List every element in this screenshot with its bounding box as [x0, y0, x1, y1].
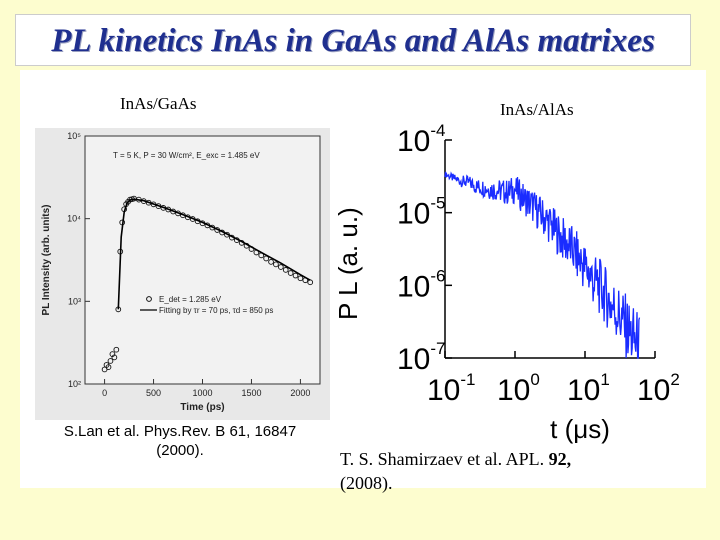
- left-legend-marker-data: [146, 296, 152, 302]
- left-y-tick-label: 10³: [68, 296, 81, 306]
- right-decay-line: [444, 171, 641, 359]
- left-data-point: [292, 272, 299, 279]
- slide-title: PL kinetics InAs in GaAs and AlAs matrix…: [15, 14, 691, 66]
- left-data-point: [111, 354, 118, 361]
- right-x-tick-label: 10-1: [427, 370, 476, 407]
- left-data-point: [263, 255, 269, 262]
- left-citation-line1: S.Lan et al. Phys.Rev. B 61, 16847: [63, 423, 297, 440]
- left-x-tick-label: 2000: [290, 388, 310, 398]
- left-data-point: [113, 346, 120, 353]
- left-data-point: [282, 267, 289, 273]
- left-fit-line: [117, 198, 311, 310]
- left-legend-data-label: E_det = 1.285 eV: [159, 295, 222, 304]
- right-citation-main: T. S. Shamirzaev et al. APL.: [340, 449, 545, 469]
- left-citation: S.Lan et al. Phys.Rev. B 61, 16847 (2000…: [30, 422, 330, 460]
- left-y-axis-label: PL Intensity (arb. units): [41, 205, 52, 316]
- left-panel-label: InAs/GaAs: [120, 94, 197, 113]
- right-citation-year: (2008).: [340, 473, 393, 493]
- left-x-tick-label: 1000: [192, 388, 212, 398]
- right-y-tick-label: 10-7: [397, 339, 446, 376]
- left-x-tick-label: 1500: [241, 388, 261, 398]
- right-y-axis-label: P L (a. u.): [335, 207, 363, 320]
- left-conditions-text: T = 5 K, P = 30 W/cm², E_exc = 1.485 eV: [113, 151, 260, 160]
- right-x-tick-label: 101: [567, 370, 610, 407]
- left-y-tick-label: 10²: [68, 379, 81, 389]
- left-data-point: [268, 259, 274, 265]
- left-data-point: [273, 261, 279, 268]
- right-y-tick-label: 10-6: [397, 266, 446, 303]
- left-data-point: [105, 364, 112, 370]
- right-y-tick-label: 10-5: [397, 194, 446, 231]
- left-chart: 0 500 1000 1500 2000 10² 10³ 10⁴ 10⁵ Time (ps) PL …: [35, 128, 330, 420]
- left-y-tick-label: 10⁴: [67, 214, 81, 224]
- right-x-tick-label: 100: [497, 370, 540, 407]
- left-data-point: [297, 275, 304, 282]
- left-data-point: [277, 264, 284, 270]
- left-x-axis-label: Time (ps): [180, 402, 224, 413]
- left-y-tick-label: 10⁵: [67, 131, 81, 141]
- left-x-tick-label: 0: [102, 388, 107, 398]
- left-data-point: [107, 358, 114, 364]
- left-citation-line2: (2000).: [156, 442, 204, 459]
- right-x-tick-label: 102: [637, 370, 680, 407]
- right-citation-volume: 92,: [548, 449, 572, 469]
- right-y-tick-label: 10-4: [397, 121, 446, 158]
- right-citation: T. S. Shamirzaev et al. APL. 92, (2008).: [340, 447, 670, 495]
- left-data-point: [287, 270, 294, 276]
- right-panel-label: InAs/AlAs: [500, 100, 574, 119]
- right-chart: 10-7 10-6 10-5 10-4 10-1 100 101 102 t (μs) P L (…: [335, 121, 680, 444]
- right-x-axis-label: t (μs): [550, 414, 610, 444]
- left-legend-fit-label: Fitting by τr = 70 ps, τd = 850 ps: [159, 306, 273, 315]
- left-plot-frame: [84, 135, 321, 385]
- left-x-tick-label: 500: [146, 388, 161, 398]
